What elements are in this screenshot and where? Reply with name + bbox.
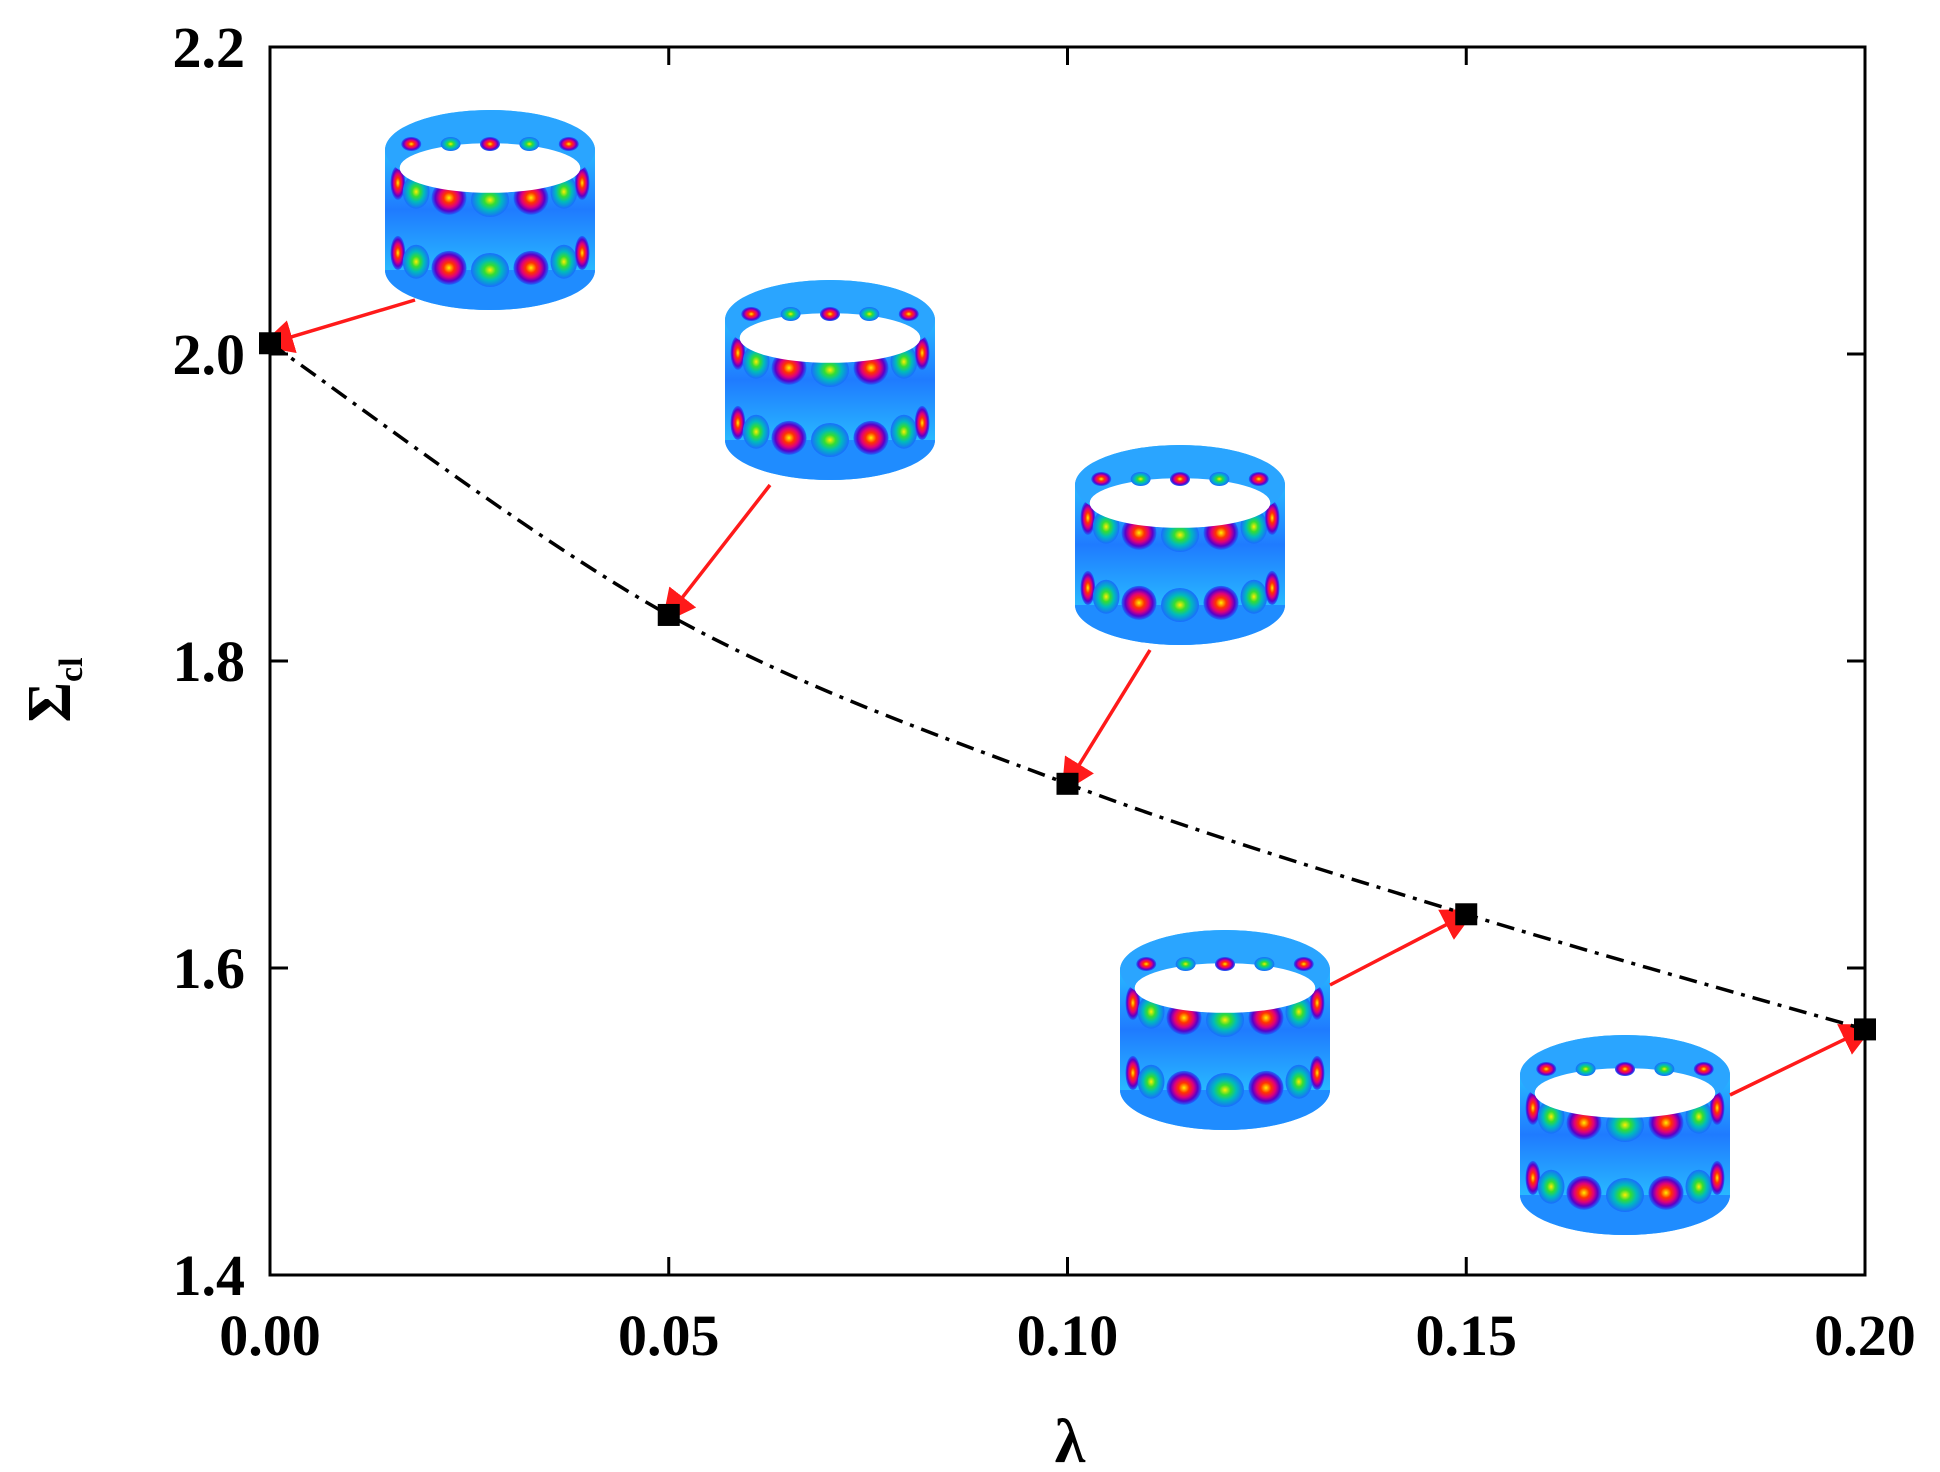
y-tick-label: 2.0	[173, 322, 246, 387]
mode-shape-insets	[385, 110, 1730, 1235]
svg-text:Σcl: Σcl	[16, 657, 90, 722]
data-point	[1056, 772, 1079, 795]
x-tick-label: 0.15	[1416, 1303, 1518, 1368]
y-axis-title-symbol: Σ	[16, 682, 84, 723]
x-tick-label: 0.05	[618, 1303, 720, 1368]
x-axis-title: λ	[1055, 1408, 1086, 1472]
data-point	[657, 603, 680, 626]
y-axis-title: Σcl	[16, 657, 90, 722]
series-line	[269, 341, 1866, 1032]
data-series	[259, 332, 1876, 1041]
mode-shape-inset	[385, 110, 595, 310]
data-point	[259, 332, 281, 355]
mode-shape-inset	[1520, 1035, 1730, 1235]
tick-labels: 0.00 0.05 0.10 0.15 0.20 1.4 1.6 1.8 2.0 2.2	[173, 15, 1916, 1368]
y-tick-label: 1.6	[173, 936, 246, 1001]
mode-shape-inset	[1120, 930, 1330, 1130]
annotation-arrow	[1729, 1024, 1876, 1097]
y-axis-title-subscript: cl	[53, 657, 90, 682]
mode-shape-inset	[1075, 445, 1285, 645]
mode-shape-inset	[725, 280, 935, 480]
x-tick-label: 0.10	[1017, 1303, 1119, 1368]
y-tick-label: 1.8	[173, 629, 246, 694]
annotation-arrows	[259, 298, 1876, 1097]
data-point	[1455, 903, 1478, 926]
x-tick-label: 0.20	[1814, 1303, 1916, 1368]
annotation-arrow	[1329, 909, 1477, 987]
annotation-arrow	[259, 298, 416, 354]
data-point	[1854, 1018, 1876, 1041]
annotation-arrow	[661, 483, 772, 624]
y-tick-label: 1.4	[173, 1243, 246, 1308]
x-tick-label: 0.00	[219, 1303, 321, 1368]
y-tick-label: 2.2	[173, 15, 246, 80]
annotation-arrow	[1061, 649, 1152, 794]
